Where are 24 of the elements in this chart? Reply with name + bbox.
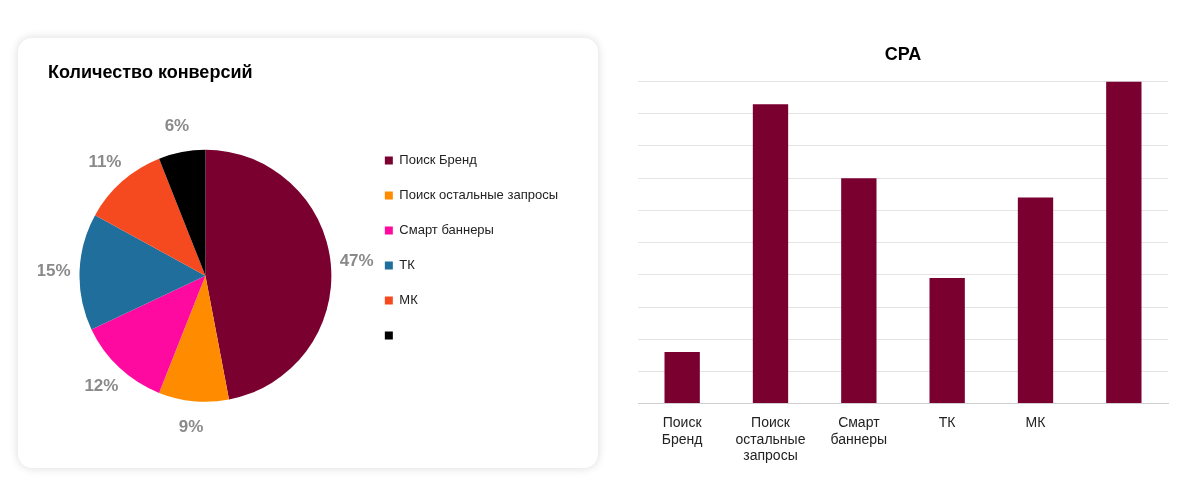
bar <box>841 178 877 404</box>
bar <box>929 278 965 404</box>
data-label: 12% <box>84 376 119 396</box>
x-tick-label: МК <box>1025 413 1047 430</box>
legend-label: Поиск остальные запросы <box>399 187 559 203</box>
legend-label: Смарт баннеры <box>399 222 494 238</box>
legend-label: Поиск Бренд <box>399 152 478 168</box>
x-tick-label: Смарт баннеры <box>830 413 888 447</box>
x-tick-label: Поиск Бренд <box>661 413 703 447</box>
legend-label: ТК <box>399 257 416 273</box>
x-tick-label: ТК <box>938 413 957 430</box>
bar <box>664 352 700 404</box>
x-tick-label: Поиск остальные запросы <box>735 413 806 464</box>
data-label: 11% <box>88 151 122 171</box>
data-label: 15% <box>36 260 71 280</box>
bar <box>1106 81 1142 404</box>
data-label: 47% <box>339 251 374 271</box>
data-label: 9% <box>178 416 204 436</box>
data-label: 6% <box>164 116 190 136</box>
chart-title: Количество конверсий <box>48 61 253 82</box>
bar <box>752 104 789 404</box>
legend-label: МК <box>399 292 419 308</box>
chart-title: CPA <box>884 43 922 64</box>
bar <box>1017 197 1054 404</box>
